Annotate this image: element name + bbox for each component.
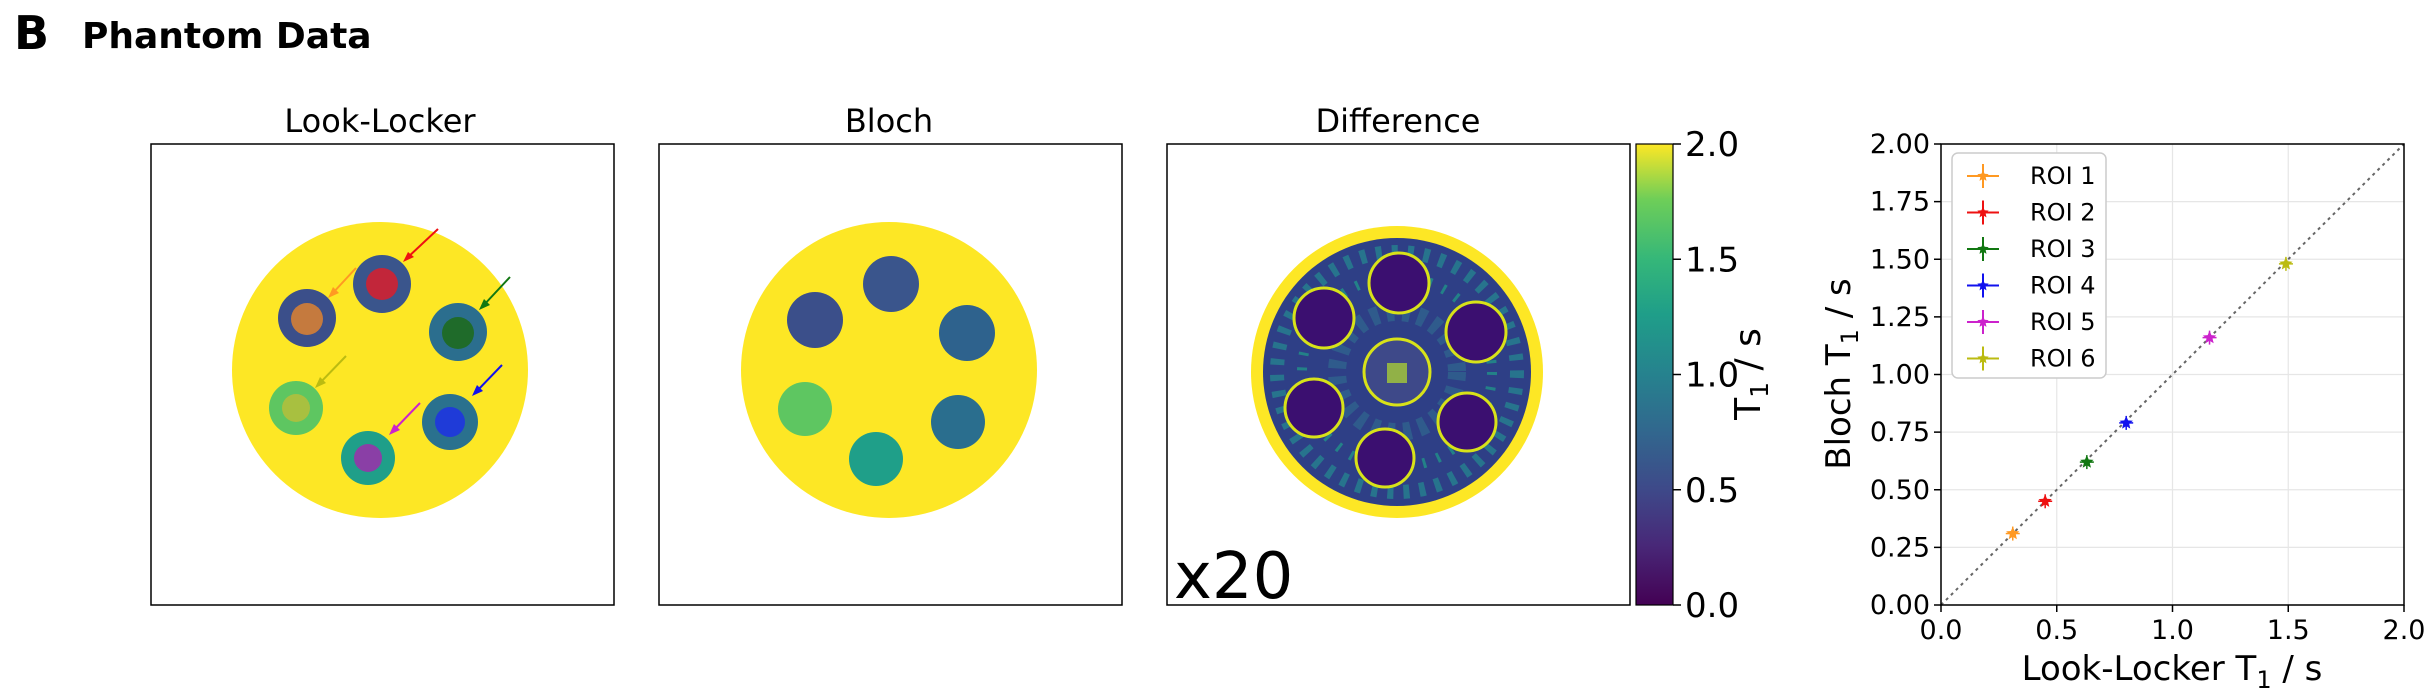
legend-marker	[1977, 206, 1989, 218]
bloch-panel: Bloch	[658, 102, 1123, 606]
look-locker-title: Look-Locker	[284, 102, 476, 140]
arrow-head-roi-6	[315, 377, 326, 388]
x-tick-label: 2.0	[2383, 615, 2426, 646]
colorbar-tick-label: 2.0	[1685, 125, 1739, 165]
legend-label: ROI 6	[2030, 345, 2096, 373]
difference-panel: Difference x20	[1166, 102, 1631, 614]
y-tick-label: 0.75	[1870, 417, 1930, 448]
vial	[1444, 300, 1508, 364]
data-point-roi-2	[2038, 494, 2052, 507]
y-tick-label: 1.50	[1870, 244, 1930, 275]
x-tick-label: 0.5	[2035, 615, 2078, 646]
colorbar-label: T1 / s	[1728, 328, 1774, 421]
x-axis-label: Look-Locker T1 / s	[2022, 649, 2323, 694]
y-tick-label: 0.50	[1870, 475, 1930, 506]
roi-arrows	[315, 228, 511, 435]
legend-label: ROI 2	[2030, 199, 2096, 227]
y-tick-label: 1.00	[1870, 360, 1930, 391]
colorbar-tick-label: 0.5	[1685, 471, 1739, 511]
legend-label: ROI 5	[2030, 308, 2096, 336]
panel-letter: B	[14, 6, 50, 60]
legend-label: ROI 3	[2030, 235, 2096, 263]
arrow-head-roi-3	[479, 299, 490, 310]
legend-marker	[1977, 279, 1989, 291]
vial	[787, 292, 843, 348]
y-axis-label-main: Bloch T	[1819, 344, 1859, 470]
arrow-head-roi-5	[389, 424, 400, 435]
roi-marker-2	[366, 268, 398, 300]
vial	[778, 382, 832, 436]
data-point-roi-5	[2202, 330, 2217, 344]
legend-marker	[1977, 352, 1989, 364]
colorbar-tick-label: 1.5	[1685, 240, 1739, 280]
y-tick-label: 1.75	[1870, 187, 1930, 218]
colorbar-label-main: T	[1728, 397, 1769, 421]
roi-marker-4	[435, 407, 465, 437]
difference-texture	[1328, 303, 1466, 441]
legend-label: ROI 1	[2030, 162, 2096, 190]
roi-marker-6	[282, 394, 310, 422]
roi-marker-3	[442, 317, 474, 349]
colorbar-label-sub: 1	[1745, 382, 1774, 398]
vial	[1367, 251, 1431, 315]
x-tick-label: 1.0	[2151, 615, 2194, 646]
arrow-head-roi-1	[328, 287, 339, 298]
colorbar-gradient	[1635, 143, 1674, 606]
scatter-chart: 0.0 0.5 1.0 1.5 2.0 0.00 0.25 0.50 0.75 1.00 1.25 1…	[1819, 129, 2425, 694]
bloch-title: Bloch	[845, 102, 933, 140]
legend: ROI 1 ROI 2 ROI 3 ROI 4 ROI 5 ROI 6	[1951, 152, 2107, 379]
colorbar-tick-label: 1.0	[1685, 356, 1739, 396]
difference-texture	[1297, 272, 1497, 472]
legend-label: ROI 4	[2030, 272, 2096, 300]
y-tick-label: 2.00	[1870, 129, 1930, 160]
y-axis-label-sub: 1	[1836, 329, 1864, 344]
x-axis-label-tail: / s	[2272, 649, 2323, 689]
data-point-roi-1	[2006, 526, 2020, 540]
vial	[931, 395, 985, 449]
look-locker-panel: Look-Locker	[150, 102, 615, 606]
vial	[863, 256, 919, 312]
colorbar-label-tail: / s	[1728, 328, 1769, 382]
vial	[939, 305, 995, 361]
arrow-head-roi-4	[472, 385, 483, 396]
legend-marker	[1977, 243, 1989, 254]
vial	[1436, 391, 1498, 453]
vial	[1283, 377, 1345, 439]
x-axis-label-sub: 1	[2256, 666, 2271, 694]
arrow-roi-2	[405, 228, 439, 260]
legend-marker	[1977, 170, 1989, 181]
x-tick-label: 1.5	[2267, 615, 2310, 646]
vial	[1354, 427, 1416, 489]
y-tick-label: 0.25	[1870, 532, 1930, 563]
data-point-roi-4	[2119, 415, 2133, 429]
data-point-roi-3	[2080, 455, 2094, 468]
vial	[849, 432, 903, 486]
x-tick-label: 0.0	[1920, 615, 1963, 646]
data-point-roi-6	[2279, 256, 2293, 270]
x-axis-label-main: Look-Locker T	[2022, 649, 2257, 689]
y-tick-label: 0.00	[1870, 590, 1930, 621]
y-axis-label-tail: / s	[1819, 278, 1859, 329]
y-tick-label: 1.25	[1870, 302, 1930, 333]
roi-marker-5	[354, 444, 382, 472]
difference-title: Difference	[1316, 102, 1481, 140]
panel-title: Phantom Data	[82, 16, 372, 57]
roi-marker-1	[291, 303, 323, 335]
center-artifact	[1387, 363, 1407, 383]
colorbar: 0.0 0.5 1.0 1.5 2.0 T1 / s	[1635, 125, 1774, 626]
difference-scale-label: x20	[1174, 540, 1293, 614]
colorbar-tick-label: 0.0	[1685, 586, 1739, 626]
arrow-head-roi-2	[403, 252, 414, 262]
vial	[1292, 286, 1356, 350]
y-axis-label: Bloch T1 / s	[1819, 278, 1864, 469]
legend-marker	[1977, 316, 1989, 327]
